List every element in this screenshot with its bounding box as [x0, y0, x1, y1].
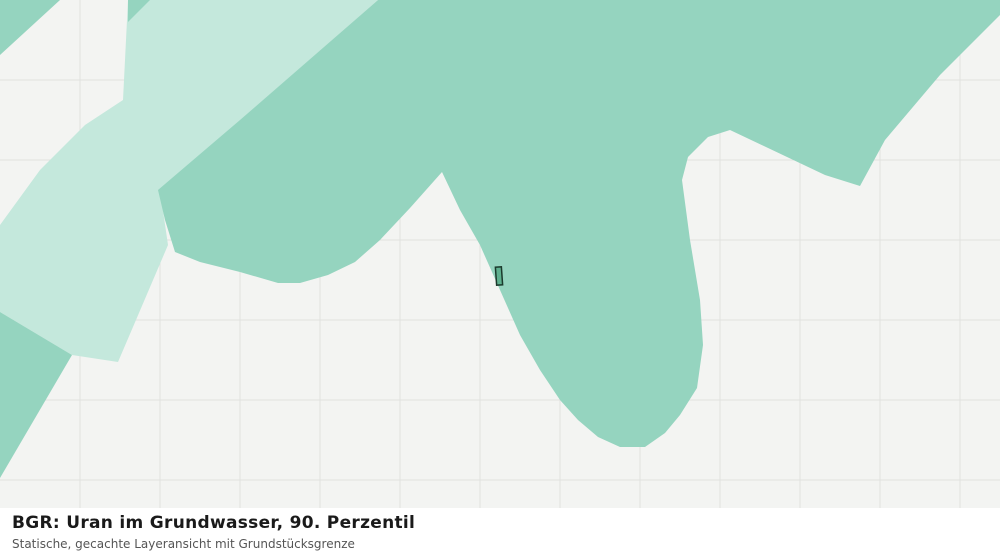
subtitle: Statische, gecachte Layeransicht mit Gru… — [12, 537, 355, 551]
zone-high — [0, 312, 72, 478]
title: BGR: Uran im Grundwasser, 90. Perzentil — [12, 513, 416, 533]
zone-high — [128, 0, 150, 22]
map — [0, 0, 1000, 508]
parcel-boundary — [494, 266, 504, 286]
zone-low — [0, 0, 378, 362]
zone-high — [0, 0, 60, 55]
zone-high — [158, 0, 1000, 447]
